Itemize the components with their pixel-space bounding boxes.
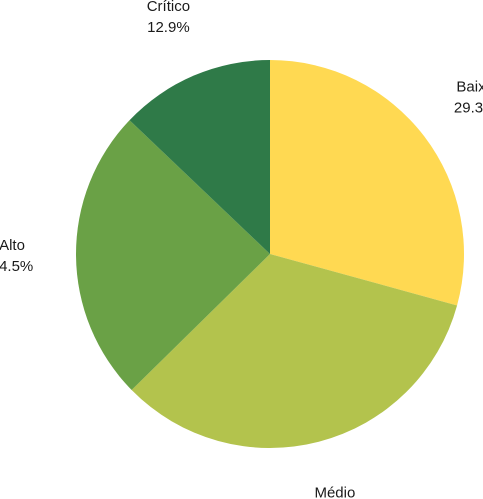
slice-category-label: Baixo [456, 79, 483, 96]
slice-percent-label: 24.5% [0, 258, 33, 275]
pie-slice-critico [129, 60, 270, 254]
slice-category-label: Alto [0, 237, 25, 254]
slice-percent-label: 29.3% [454, 100, 483, 117]
pie-slice-alto [76, 120, 270, 390]
slice-label-baixo: Baixo 29.3% [454, 79, 483, 117]
pie-slice-medio [131, 254, 458, 449]
pie-slices [76, 60, 465, 449]
slice-label-critico: Crítico 12.9% [147, 0, 190, 36]
pie-slice-baixo [270, 60, 465, 306]
slice-label-alto: Alto 24.5% [0, 237, 33, 275]
slice-category-label: Crítico [147, 0, 190, 15]
slice-label-medio: Médio33.4% [314, 485, 357, 499]
slice-percent-label: 12.9% [147, 19, 190, 36]
slice-category-label: Médio [314, 485, 355, 499]
